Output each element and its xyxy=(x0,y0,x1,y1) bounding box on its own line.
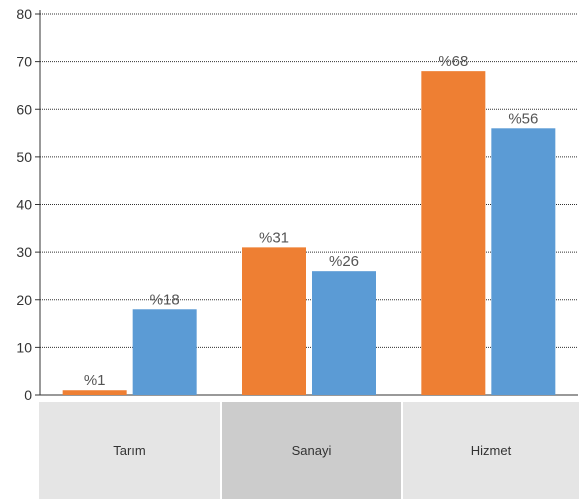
category-label: Tarım xyxy=(113,443,146,458)
data-label: %26 xyxy=(329,253,359,270)
category-panel-tarim: Tarım xyxy=(39,402,220,499)
data-label: %56 xyxy=(508,110,538,127)
bar-chart: 0 10 20 30 40 50 60 70 80 %1 %18 %31 %26 %68 %56 xyxy=(16,6,578,400)
y-axis: 0 10 20 30 40 50 60 70 80 xyxy=(16,6,578,400)
data-label: %68 xyxy=(438,53,468,70)
category-label: Sanayi xyxy=(291,443,332,458)
y-tick-label: 10 xyxy=(16,339,32,355)
data-label: %18 xyxy=(150,291,180,308)
y-tick-label: 0 xyxy=(24,387,32,400)
y-tick-label: 60 xyxy=(16,101,32,117)
y-tick-label: 20 xyxy=(16,292,32,308)
data-label: %1 xyxy=(84,372,106,389)
bar xyxy=(491,128,556,396)
y-tick-label: 40 xyxy=(16,197,32,213)
category-label: Hizmet xyxy=(470,443,512,458)
bar xyxy=(242,247,306,395)
bar xyxy=(312,271,376,395)
grid-lines xyxy=(40,13,578,348)
bar xyxy=(62,390,127,395)
bar xyxy=(421,71,486,396)
y-tick-label: 50 xyxy=(16,149,32,165)
y-tick-label: 30 xyxy=(16,244,32,260)
data-labels: %1 %18 %31 %26 %68 %56 xyxy=(84,53,539,389)
y-tick-label: 70 xyxy=(16,54,32,70)
y-tick-label: 80 xyxy=(16,6,32,22)
bar xyxy=(132,309,197,395)
bars xyxy=(62,71,556,396)
data-label: %31 xyxy=(259,229,289,246)
category-panel-sanayi: Sanayi xyxy=(222,402,401,499)
category-panel-hizmet: Hizmet xyxy=(403,402,579,499)
